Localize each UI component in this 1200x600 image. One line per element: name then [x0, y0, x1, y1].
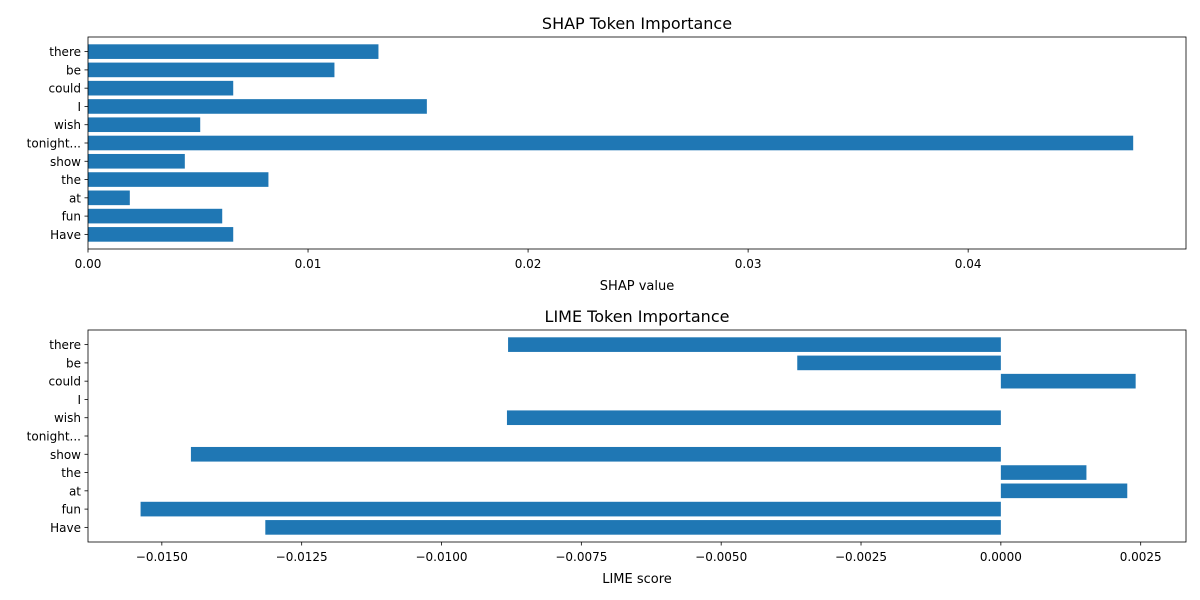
y-tick-label: there — [49, 338, 81, 352]
bar-be — [88, 62, 335, 78]
y-tick-label: wish — [54, 411, 81, 425]
bar-could — [1000, 373, 1136, 389]
x-tick-label: 0.0025 — [1120, 550, 1162, 564]
bar-wish — [506, 410, 1001, 426]
x-tick-label: −0.0150 — [136, 550, 188, 564]
x-tick-label: 0.04 — [955, 257, 982, 271]
chart-title: LIME Token Importance — [545, 307, 730, 326]
x-tick-label: −0.0025 — [835, 550, 887, 564]
x-axis-label: LIME score — [602, 572, 672, 587]
bar-at — [1000, 483, 1128, 499]
bar-at — [88, 190, 130, 206]
y-tick-label: tonight... — [27, 430, 81, 444]
bar-show — [88, 153, 185, 169]
y-tick-label: be — [66, 63, 81, 77]
x-tick-label: 0.0000 — [980, 550, 1022, 564]
y-tick-label: fun — [62, 503, 81, 517]
y-tick-label: Have — [50, 228, 81, 242]
y-tick-label: show — [50, 448, 81, 462]
y-tick-label: tonight... — [27, 137, 81, 151]
bar-the — [1000, 465, 1087, 480]
bar-the — [88, 172, 269, 187]
bar-fun — [88, 208, 223, 224]
y-tick-label: I — [77, 393, 81, 407]
y-tick-label: there — [49, 45, 81, 59]
y-tick-label: I — [77, 100, 81, 114]
bar-there — [508, 337, 1001, 352]
bar-have — [88, 227, 234, 242]
y-tick-label: be — [66, 356, 81, 370]
bar-there — [88, 44, 379, 59]
x-tick-label: −0.0075 — [555, 550, 607, 564]
x-tick-label: −0.0125 — [276, 550, 328, 564]
bar-could — [88, 80, 234, 96]
bar-show — [190, 446, 1001, 462]
y-tick-label: wish — [54, 118, 81, 132]
x-axis-label: SHAP value — [600, 279, 674, 294]
y-tick-label: the — [61, 173, 81, 187]
bar-i — [88, 99, 427, 114]
x-tick-label: 0.01 — [295, 257, 322, 271]
y-tick-label: at — [69, 484, 81, 498]
bar-fun — [140, 501, 1001, 517]
y-tick-label: could — [49, 82, 82, 96]
y-tick-label: could — [49, 375, 82, 389]
x-tick-label: −0.0050 — [695, 550, 747, 564]
bar-wish — [88, 117, 201, 133]
bar-be — [797, 355, 1001, 371]
bar-have — [265, 520, 1001, 535]
y-tick-label: at — [69, 191, 81, 205]
x-tick-label: 0.00 — [75, 257, 102, 271]
x-tick-label: 0.02 — [515, 257, 542, 271]
chart-title: SHAP Token Importance — [542, 14, 732, 33]
x-tick-label: 0.03 — [735, 257, 762, 271]
y-tick-label: show — [50, 155, 81, 169]
y-tick-label: the — [61, 466, 81, 480]
y-tick-label: Have — [50, 521, 81, 535]
y-tick-label: fun — [62, 210, 81, 224]
bar-tonight — [88, 135, 1134, 151]
x-tick-label: −0.0100 — [415, 550, 467, 564]
